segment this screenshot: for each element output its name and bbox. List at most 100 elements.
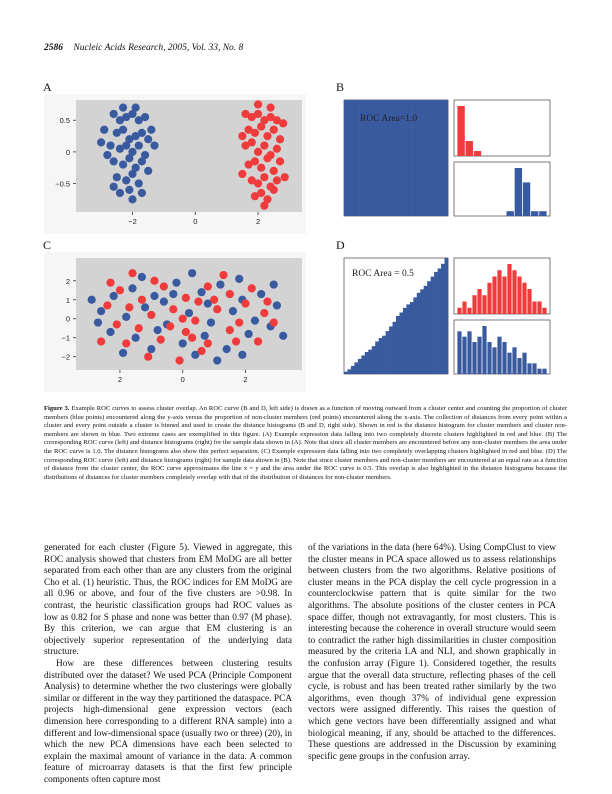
red-point bbox=[115, 286, 125, 295]
roc-step bbox=[349, 100, 355, 216]
red-point bbox=[241, 299, 250, 308]
red-point bbox=[260, 173, 269, 182]
running-header: 2586 Nucleic Acids Research, 2005, Vol. … bbox=[44, 43, 243, 53]
body-column-left: generated for each cluster (Figure 5). V… bbox=[44, 543, 292, 786]
roc-step bbox=[347, 369, 352, 374]
roc-step bbox=[378, 338, 383, 374]
red-histogram-bar bbox=[532, 301, 537, 314]
red-point bbox=[260, 308, 269, 318]
roc-step bbox=[350, 365, 355, 374]
blue-point bbox=[125, 185, 134, 194]
blue-histogram-bar bbox=[497, 336, 502, 374]
blue-point bbox=[109, 109, 118, 119]
blue-histogram-bar bbox=[532, 363, 537, 374]
blue-point bbox=[279, 331, 288, 340]
blue-point bbox=[97, 138, 106, 147]
caption-text: Example ROC curves to assess cluster ove… bbox=[44, 405, 567, 481]
blue-point bbox=[140, 112, 150, 122]
blue-histogram-bar bbox=[537, 368, 542, 374]
blue-histogram-bar bbox=[522, 182, 531, 216]
blue-point bbox=[125, 135, 134, 144]
blue-point bbox=[140, 303, 150, 312]
blue-histogram-bar bbox=[531, 211, 539, 216]
blue-point bbox=[115, 188, 125, 198]
roc-step bbox=[392, 321, 397, 374]
red-point bbox=[266, 103, 275, 112]
roc-step bbox=[423, 285, 428, 374]
red-point bbox=[97, 337, 106, 346]
roc-step bbox=[406, 100, 412, 216]
roc-step bbox=[420, 289, 425, 374]
roc-step bbox=[390, 100, 397, 216]
roc-step bbox=[401, 100, 407, 216]
blue-point bbox=[137, 188, 147, 198]
red-point bbox=[225, 326, 234, 335]
red-point bbox=[257, 163, 266, 172]
blue-point bbox=[109, 291, 118, 301]
roc-step bbox=[370, 100, 376, 216]
blue-point bbox=[213, 356, 222, 365]
red-point bbox=[137, 295, 147, 304]
blue-point bbox=[272, 301, 281, 310]
blue-point bbox=[150, 291, 159, 301]
blue-histogram-bar bbox=[482, 326, 487, 374]
blue-point bbox=[222, 345, 231, 354]
red-point bbox=[178, 314, 187, 323]
red-point bbox=[244, 160, 253, 169]
roc-step bbox=[368, 349, 373, 374]
blue-histogram-bar bbox=[517, 358, 522, 374]
roc-step bbox=[375, 341, 379, 374]
red-point bbox=[269, 318, 278, 327]
roc-step bbox=[413, 297, 418, 374]
red-histogram-bar bbox=[482, 295, 487, 314]
red-point bbox=[213, 305, 222, 314]
blue-point bbox=[228, 307, 238, 316]
red-point bbox=[257, 188, 266, 198]
red-point bbox=[166, 322, 175, 331]
roc-step bbox=[437, 268, 442, 374]
red-point bbox=[266, 112, 275, 122]
scatter-plot-c: 2 1 0 −1 −2 2 0 2 bbox=[44, 252, 306, 392]
blue-point bbox=[112, 128, 121, 138]
panel-label-b: B bbox=[336, 80, 345, 94]
x-tick-label: 0 bbox=[181, 375, 185, 384]
red-point bbox=[279, 119, 288, 128]
roc-step bbox=[430, 276, 435, 374]
blue-point bbox=[97, 307, 106, 316]
blue-point bbox=[159, 297, 168, 306]
blue-point bbox=[87, 295, 96, 304]
y-tick-label: 2 bbox=[66, 277, 70, 286]
blue-point bbox=[118, 125, 128, 134]
body-column-right: of the variations in the data (here 64%)… bbox=[308, 543, 556, 763]
red-point bbox=[147, 310, 156, 320]
x-tick-label: 0 bbox=[193, 217, 197, 226]
roc-step bbox=[442, 100, 449, 216]
red-point bbox=[263, 195, 272, 204]
roc-step bbox=[444, 258, 449, 374]
page-number: 2586 bbox=[44, 43, 63, 53]
red-point bbox=[194, 297, 203, 306]
blue-point bbox=[131, 163, 140, 172]
paragraph: generated for each cluster (Figure 5). V… bbox=[44, 543, 292, 658]
blue-point bbox=[188, 269, 197, 278]
x-tick-label: −2 bbox=[128, 217, 137, 226]
panel-a-scatter: 0.5 0 −0.5 −2 0 2 bbox=[44, 94, 306, 234]
blue-point bbox=[134, 141, 143, 150]
red-point bbox=[260, 141, 269, 150]
blue-point bbox=[93, 318, 103, 327]
blue-point bbox=[109, 157, 118, 166]
blue-point bbox=[118, 103, 128, 112]
red-point bbox=[122, 339, 131, 348]
x-tick-label: 2 bbox=[118, 375, 122, 384]
red-point bbox=[272, 144, 281, 153]
blue-point bbox=[131, 103, 140, 112]
red-point bbox=[275, 135, 285, 144]
red-point bbox=[250, 157, 260, 166]
y-tick-label: 1 bbox=[66, 296, 70, 305]
blue-point bbox=[125, 154, 134, 163]
blue-point bbox=[118, 348, 128, 358]
red-point bbox=[241, 141, 250, 150]
blue-point bbox=[128, 195, 137, 204]
red-point bbox=[203, 282, 212, 291]
roc-step bbox=[411, 100, 418, 216]
